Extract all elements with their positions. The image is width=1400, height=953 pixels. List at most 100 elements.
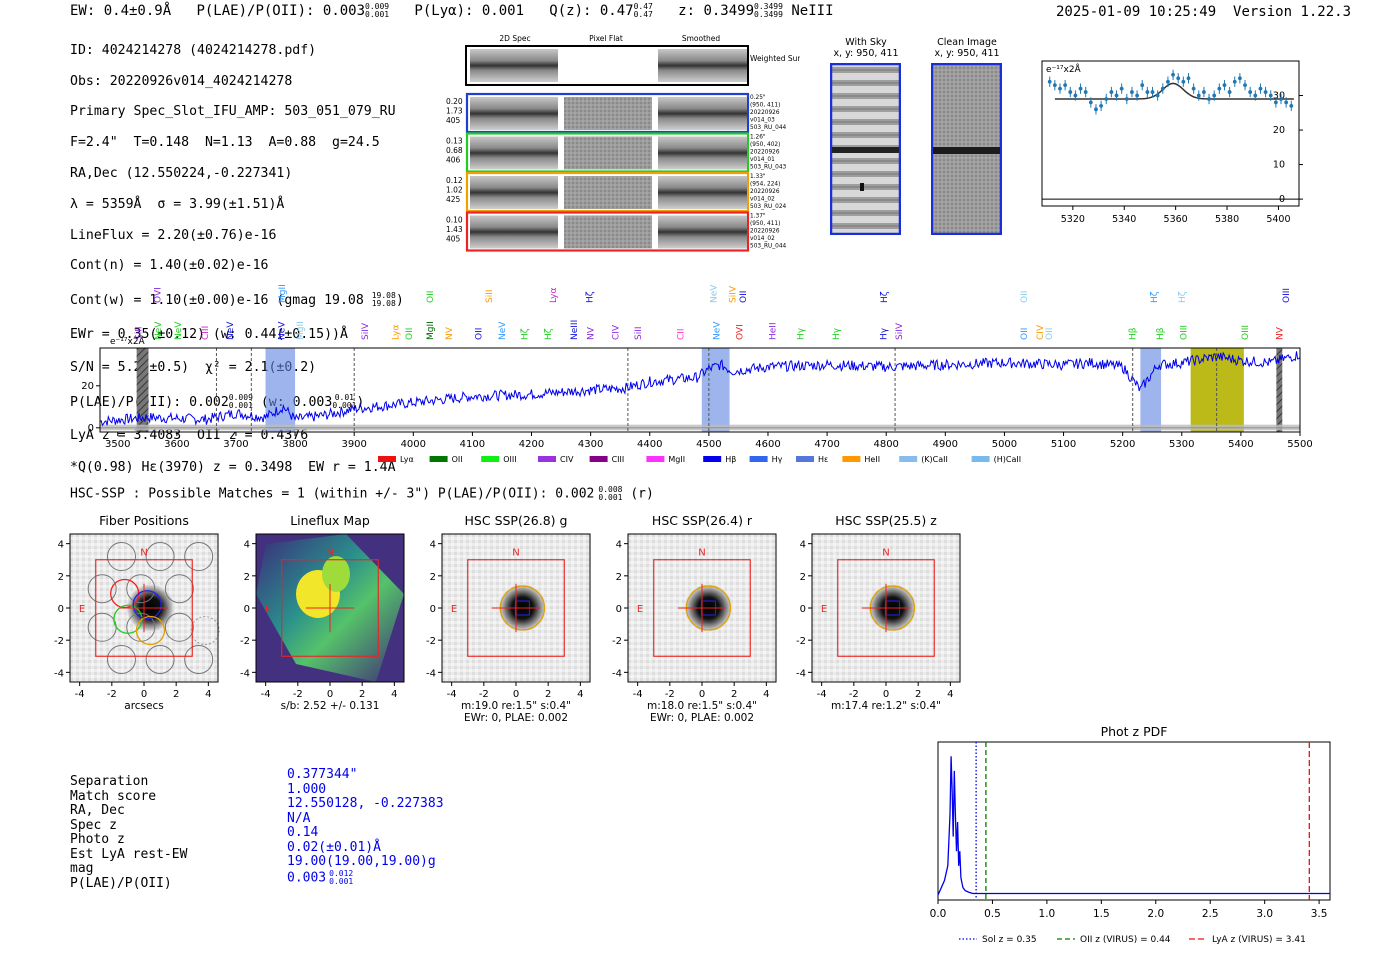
zoom-data-point <box>1114 93 1119 98</box>
legend-swatch <box>749 456 768 462</box>
zoom-data-point <box>1099 103 1104 108</box>
match-label: Photo z <box>70 832 125 847</box>
zoom-data-point <box>1058 86 1062 91</box>
header-plya: P(Lyα): 0.001 <box>414 3 524 19</box>
with-sky-panel: With Sky x, y: 950, 411 <box>826 37 906 59</box>
xtick-label: 2 <box>545 689 551 700</box>
header-plae: P(LAE)/P(OII): 0.003 <box>196 3 366 19</box>
ytick-label: 0 <box>58 604 64 615</box>
cutout-meta: 503_RU_043 <box>750 165 787 171</box>
ytick-label: 0 <box>430 604 436 615</box>
xtick-label: 4 <box>763 689 769 700</box>
legend-swatch <box>378 456 396 462</box>
hsc-panel: N E -4 4 -2 2 0 0 2 -2 4 -4 m:18.0 re:1.5" s:0.4"EWr… <box>612 533 777 724</box>
xtick-label: 0 <box>513 689 519 700</box>
spectrum-line-label: Hζ <box>544 328 554 340</box>
ytick-label: -2 <box>426 636 436 647</box>
hsc-panel-title: HSC SSP(25.5) z <box>835 513 937 528</box>
legend-label: MgII <box>668 455 685 464</box>
legend-label: Hε <box>818 455 828 464</box>
photz-pdf-line <box>937 756 1330 896</box>
cutout-smoothed <box>658 136 747 170</box>
legend-label: Hγ <box>772 455 783 464</box>
east-label: E <box>265 604 271 615</box>
header-z: z: 0.3499 <box>678 3 755 19</box>
zoom-data-point <box>1078 86 1083 91</box>
match-value-text: 19.00(19.00,19.00)g <box>287 854 436 869</box>
hsc-panel-title: Lineflux Map <box>290 513 370 528</box>
match-label: RA, Dec <box>70 803 125 818</box>
cutout-num: 405 <box>446 235 461 244</box>
header-timestamp-version: 2025-01-09 10:25:49 Version 1.22.3 <box>1056 4 1351 20</box>
info-contn: Cont(n) = 1.40(±0.02)e-16 <box>70 258 269 274</box>
zoom-xtick-label: 5320 <box>1061 214 1085 225</box>
spectrum-axes-frame <box>99 347 1301 433</box>
legend-label: OIII <box>503 455 516 464</box>
cutout-meta: (950, 411) <box>750 221 780 227</box>
match-value: 0.02(±0.01)Å <box>287 839 444 856</box>
xtick-label: -4 <box>261 689 271 700</box>
zoom-data-point <box>1248 90 1253 94</box>
fiber-circle <box>164 612 194 642</box>
header-z-lo: 0.3499 <box>754 10 783 19</box>
zoom-data-point <box>1207 97 1211 101</box>
match-plae-lo: 0.001 <box>329 876 354 886</box>
cutout-2dspec <box>470 176 558 209</box>
full-spectrum-chart: e⁻¹⁷x2Å 0 20 3500 3600 3700 3800 3900 4000 4100 42… <box>81 284 1312 464</box>
photz-axes-frame <box>937 741 1331 901</box>
match-label: Match score <box>70 788 157 804</box>
hsc-panel-title: Fiber Positions <box>99 513 189 528</box>
legend-label: CIII <box>612 455 625 464</box>
zoom-data-point <box>1289 103 1294 108</box>
spectrum-line-label: NeV <box>226 321 236 340</box>
spectrum-line-label: NeV <box>710 284 720 303</box>
hsc-panel: N E -4 4 -2 2 0 0 2 -2 4 -4 m:19.0 re:1.5" s:0.4"EWr… <box>426 533 591 724</box>
ytick-label: -2 <box>54 636 64 647</box>
hsc-title-text: HSC-SSP : Possible Matches = 1 (within +… <box>70 486 595 502</box>
spectrum-line-label: Hζ <box>520 328 530 340</box>
zoom-data-point <box>1063 83 1068 88</box>
legend-swatch <box>703 456 722 462</box>
spectrum-ytick-label: 0 <box>88 423 94 434</box>
fiber-circle <box>184 542 214 572</box>
legend-swatch <box>646 456 665 462</box>
info-plae-hi: 0.009 <box>228 392 253 402</box>
info-plae-lo: 0.001 <box>228 400 253 410</box>
xtick-label: 0 <box>327 689 333 700</box>
hsc-title-suffix: (r) <box>630 486 654 502</box>
cutout-meta: 20220926 <box>750 110 780 116</box>
east-label: E <box>451 604 457 615</box>
hsc-panel-caption: m:17.4 re:1.2" s:0.4" <box>831 700 941 712</box>
xtick-label: 4 <box>947 689 953 700</box>
zoom-data-point <box>1243 83 1247 88</box>
photz-legend-label: Sol z = 0.35 <box>982 935 1037 945</box>
photz-pdf-chart: Phot z PDF 0.0 0.5 1.0 1.5 2.0 2.5 3.0 3.5 Sol z … <box>930 724 1331 945</box>
cutout-meta: 20220926 <box>750 150 780 156</box>
xtick-label: -2 <box>293 689 303 700</box>
zoom-data-point <box>1135 93 1139 98</box>
fiber-circle <box>145 542 175 572</box>
cutout-num: 0.12 <box>446 176 463 185</box>
spectrum-mask <box>136 348 149 432</box>
zoom-fit-curve <box>1054 82 1294 100</box>
col-label-smoothed: Smoothed <box>682 34 721 43</box>
header-qz-hi: 0.47 <box>633 2 653 11</box>
zoom-data-point <box>1227 90 1232 94</box>
xtick-label: 2 <box>359 689 365 700</box>
spectrum-line-label: MgII <box>296 321 306 340</box>
zoom-data-point <box>1119 86 1124 91</box>
zoom-data-point <box>1176 76 1181 81</box>
spectrum-line-label: OII <box>1020 328 1030 340</box>
match-plae-hi: 0.012 <box>329 868 354 878</box>
east-label: E <box>79 604 85 615</box>
spectrum-line-label: Lyα <box>392 324 402 340</box>
match-value-text: 0.02(±0.01)Å <box>287 839 381 855</box>
zoom-data-point <box>1109 90 1114 94</box>
spectrum-line-label: CIV <box>611 324 621 340</box>
zoom-ytick-label: 20 <box>1273 125 1285 136</box>
spectrum-xtick-label: 5100 <box>1051 439 1076 450</box>
xtick-label: 2 <box>731 689 737 700</box>
zoom-data-point <box>1202 90 1206 94</box>
legend-swatch <box>971 456 990 462</box>
legend-label: OII <box>452 455 463 464</box>
